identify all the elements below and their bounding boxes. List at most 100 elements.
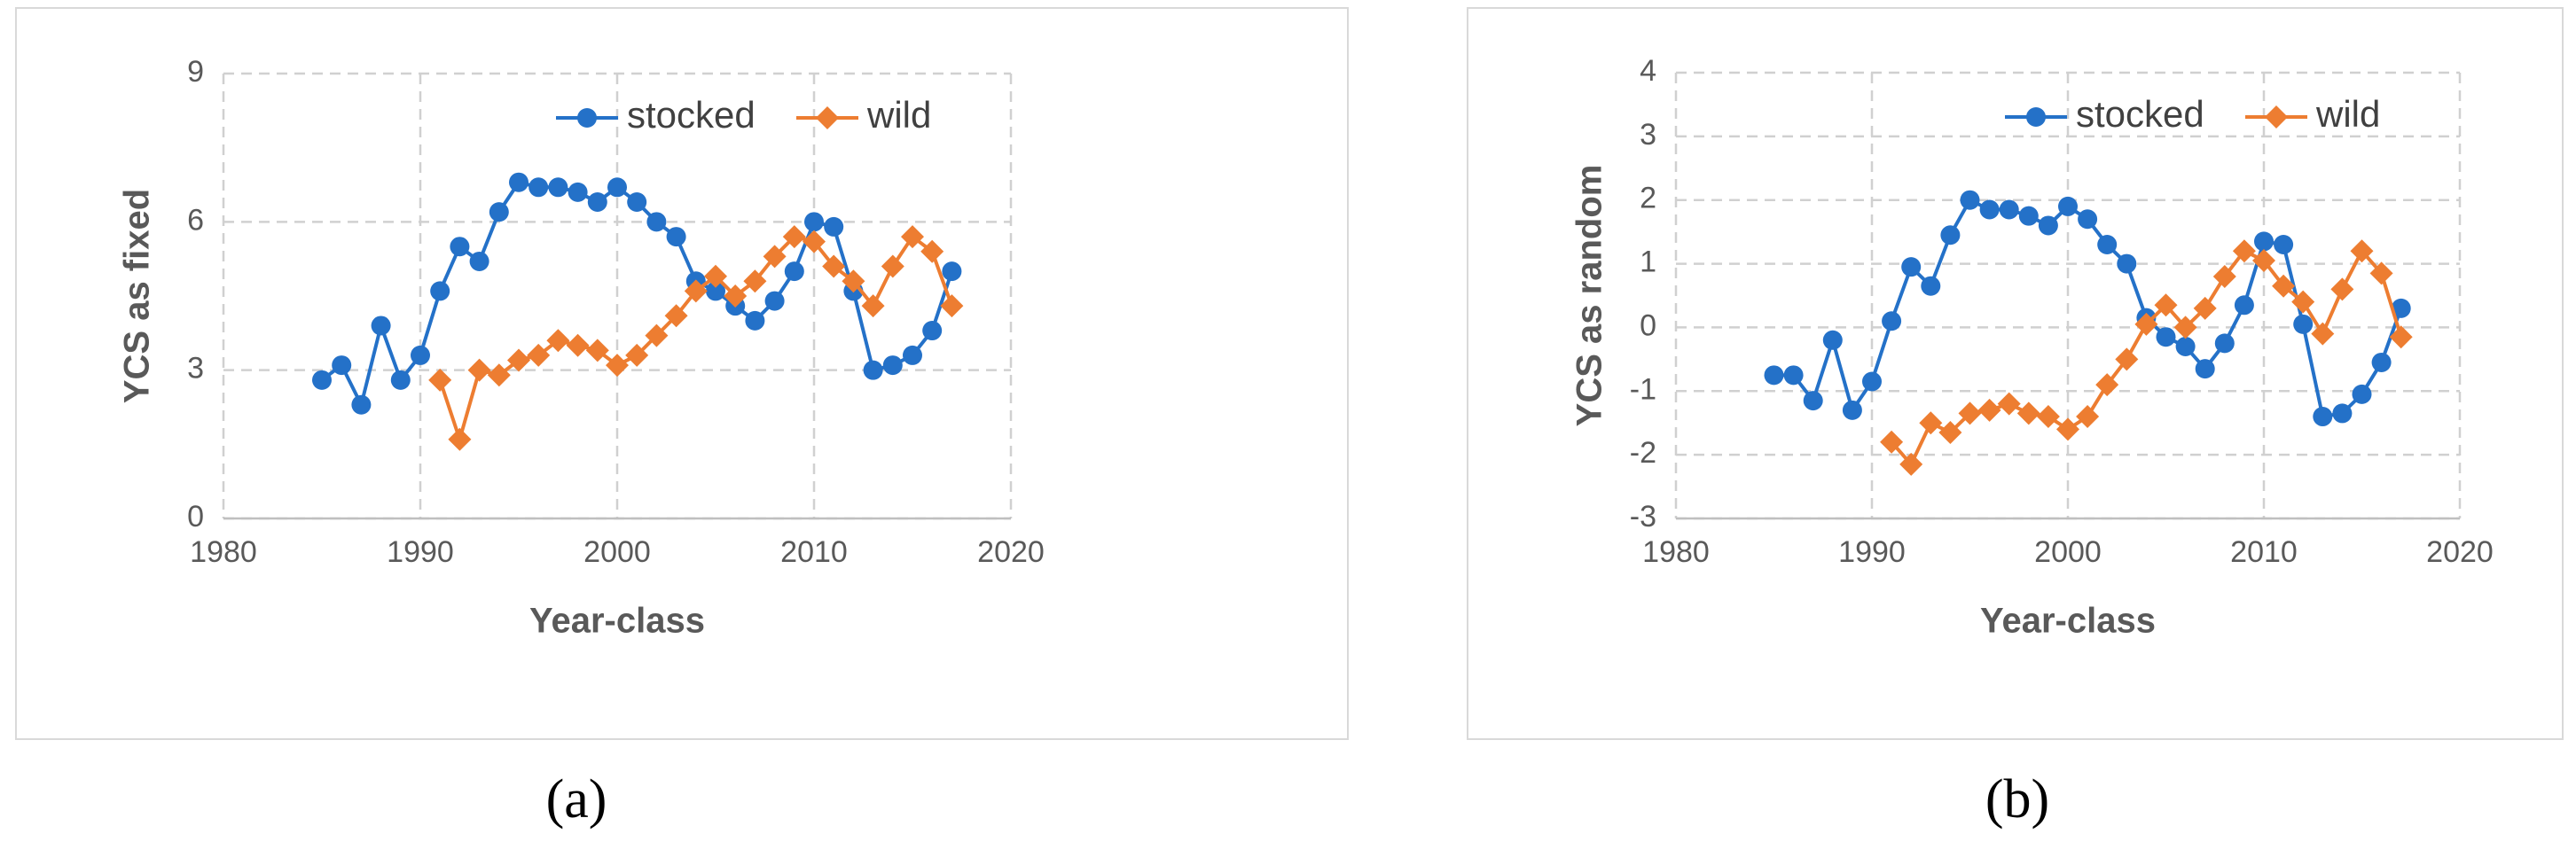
marker <box>2115 347 2139 371</box>
marker <box>1783 365 1804 386</box>
marker <box>861 294 885 318</box>
marker <box>487 363 511 387</box>
marker <box>585 339 609 362</box>
marker <box>1921 276 1941 296</box>
marker <box>489 202 509 222</box>
y-tick-label: 0 <box>1640 308 1656 342</box>
marker <box>2156 327 2176 347</box>
marker <box>2214 333 2235 354</box>
y-tick-label: 1 <box>1640 245 1656 279</box>
marker <box>2391 298 2411 318</box>
marker <box>1882 311 1902 331</box>
x-tick-label: 2000 <box>2034 535 2102 569</box>
marker <box>627 192 647 213</box>
x-tick-label: 1980 <box>1642 535 1710 569</box>
marker <box>2234 295 2254 316</box>
marker <box>430 281 450 301</box>
marker <box>816 106 839 129</box>
y-tick-label: 2 <box>1640 182 1656 215</box>
marker <box>2026 107 2046 127</box>
marker <box>1764 365 1784 386</box>
marker <box>2332 403 2353 424</box>
marker <box>332 355 352 376</box>
marker <box>1803 391 1823 411</box>
marker <box>1901 257 1922 277</box>
x-tick-label: 2000 <box>583 535 651 569</box>
marker <box>509 172 529 192</box>
marker <box>2369 261 2393 285</box>
marker <box>1862 371 1882 392</box>
chart-frame <box>15 7 1349 740</box>
marker <box>745 310 765 331</box>
marker <box>2076 405 2100 429</box>
marker <box>804 212 824 232</box>
marker <box>704 264 727 288</box>
legend-label: wild <box>866 94 931 136</box>
marker <box>664 304 688 328</box>
marker <box>2265 105 2288 129</box>
y-tick-label: 6 <box>187 203 204 237</box>
marker <box>469 251 489 271</box>
marker <box>1919 411 1943 435</box>
marker <box>587 192 607 213</box>
marker <box>2274 235 2294 255</box>
series-line <box>438 234 954 446</box>
marker <box>824 216 844 237</box>
marker <box>763 245 787 269</box>
marker <box>546 329 570 353</box>
marker <box>803 230 826 253</box>
marker <box>507 348 530 372</box>
marker <box>2272 274 2296 298</box>
marker <box>2195 359 2215 379</box>
marker <box>1938 420 1962 444</box>
marker <box>903 345 922 365</box>
marker <box>467 358 491 382</box>
marker <box>2173 316 2197 339</box>
marker <box>2038 215 2058 236</box>
x-axis-title: Year-class <box>529 602 705 641</box>
marker <box>1960 190 1980 210</box>
x-tick-label: 2020 <box>2426 535 2494 569</box>
y-tick-label: -3 <box>1630 500 1656 534</box>
marker <box>764 291 785 311</box>
marker <box>724 284 748 308</box>
marker <box>390 370 411 390</box>
marker <box>2291 290 2315 314</box>
marker <box>2352 384 2372 404</box>
y-tick-label: 3 <box>187 352 204 386</box>
y-tick-label: -2 <box>1630 436 1656 470</box>
marker <box>666 227 686 247</box>
marker <box>2313 407 2333 427</box>
marker <box>2078 209 2098 230</box>
marker <box>2330 277 2354 301</box>
marker <box>2154 293 2178 317</box>
y-tick-label: -1 <box>1630 372 1656 406</box>
marker <box>1997 392 2021 416</box>
marker <box>684 279 708 303</box>
y-tick-label: 0 <box>187 500 204 534</box>
marker <box>842 269 865 293</box>
marker <box>646 212 667 232</box>
x-tick-label: 2010 <box>2230 535 2298 569</box>
marker <box>922 321 943 341</box>
marker <box>1899 452 1923 476</box>
x-tick-label: 2020 <box>977 535 1045 569</box>
y-axis-title: YCS as fixed <box>118 189 157 403</box>
marker <box>1880 430 1904 454</box>
marker <box>2371 352 2392 372</box>
marker <box>2117 253 2137 274</box>
y-tick-label: 4 <box>1640 54 1656 88</box>
legend-label: wild <box>2315 93 2380 135</box>
marker <box>450 237 470 257</box>
marker <box>1999 199 2019 220</box>
x-tick-label: 2010 <box>780 535 848 569</box>
marker <box>2134 312 2158 336</box>
marker <box>822 254 846 278</box>
x-tick-label: 1990 <box>387 535 454 569</box>
marker <box>2056 417 2079 441</box>
marker <box>2058 196 2078 216</box>
marker <box>881 254 904 278</box>
x-tick-label: 1990 <box>1838 535 1906 569</box>
marker <box>2036 405 2060 429</box>
marker <box>706 281 725 301</box>
